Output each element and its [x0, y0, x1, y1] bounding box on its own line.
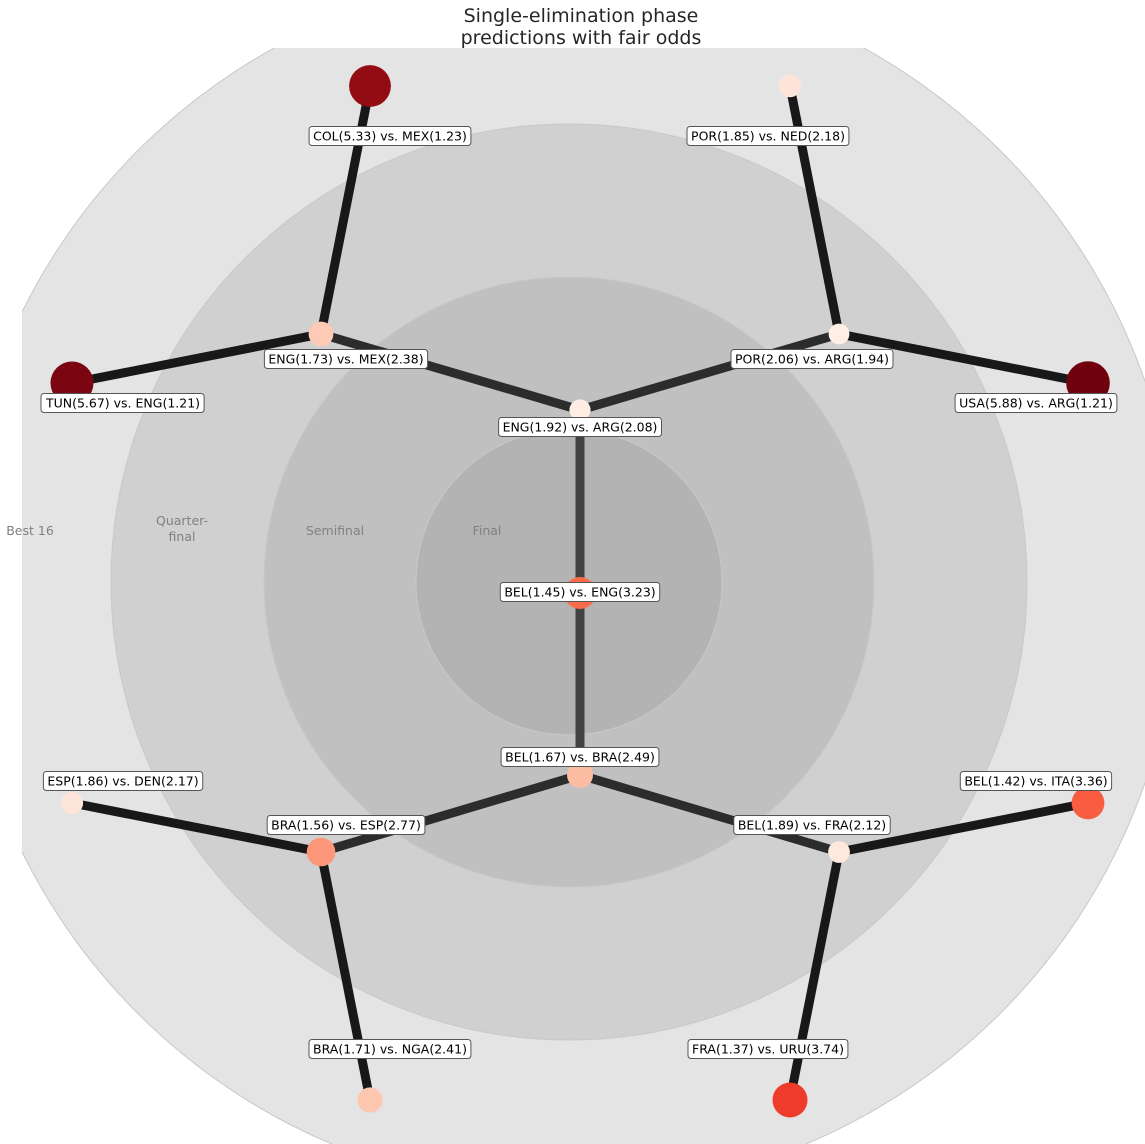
match-label-r16_8: FRA(1.37) vs. URU(3.74) — [687, 1039, 849, 1059]
match-label-box — [500, 747, 660, 767]
match-label-text: BEL(1.45) vs. ENG(3.23) — [504, 585, 655, 600]
match-label-box — [308, 126, 472, 146]
match-label-text: BEL(1.67) vs. BRA(2.49) — [505, 750, 655, 765]
edge-qf_bl-to-sf_bottom — [319, 770, 582, 857]
match-label-text: POR(2.06) vs. ARG(1.94) — [735, 352, 889, 367]
edge-qf_tl-to-sf_top — [319, 329, 582, 415]
match-label-r16_5: ESP(1.86) vs. DEN(2.17) — [42, 771, 204, 791]
match-label-box — [687, 1039, 849, 1059]
node-r16_3 — [778, 74, 802, 98]
match-labels: BEL(1.45) vs. ENG(3.23) ENG(1.92) vs. ARG… — [40, 126, 1118, 1059]
match-label-box — [40, 393, 205, 413]
match-label-box — [499, 582, 661, 602]
match-label-text: USA(5.88) vs. ARG(1.21) — [959, 396, 1113, 411]
node-qf_tl — [308, 321, 334, 347]
match-label-text: TUN(5.67) vs. ENG(1.21) — [45, 396, 200, 411]
match-label-sf_top: ENG(1.92) vs. ARG(2.08) — [498, 417, 662, 437]
match-label-text: POR(1.85) vs. NED(2.18) — [691, 129, 845, 144]
node-qf_bl — [306, 837, 336, 867]
node-qf_tr — [828, 323, 850, 345]
match-label-r16_3: POR(1.85) vs. NED(2.18) — [686, 126, 850, 146]
match-label-r16_7: BEL(1.42) vs. ITA(3.36) — [959, 771, 1113, 791]
match-label-box — [42, 771, 204, 791]
match-label-r16_1: COL(5.33) vs. MEX(1.23) — [308, 126, 472, 146]
match-label-text: ESP(1.86) vs. DEN(2.17) — [47, 774, 198, 789]
match-label-box — [498, 417, 662, 437]
edge-r16_5-to-qf_bl — [71, 798, 322, 857]
node-sf_bottom — [567, 762, 593, 788]
chart-title-line-2: predictions with fair odds — [461, 27, 702, 49]
match-label-final: BEL(1.45) vs. ENG(3.23) — [499, 582, 661, 602]
match-label-text: ENG(1.73) vs. MEX(2.38) — [268, 352, 423, 367]
node-r16_8 — [772, 1082, 808, 1118]
match-label-text: BRA(1.71) vs. NGA(2.41) — [313, 1042, 467, 1057]
match-label-text: BEL(1.89) vs. FRA(2.12) — [738, 818, 886, 833]
node-r16_5 — [60, 791, 84, 815]
ring-label-quarter-final: Quarter-final — [156, 513, 208, 544]
match-label-r16_4: USA(5.88) vs. ARG(1.21) — [954, 393, 1118, 413]
match-label-text: ENG(1.92) vs. ARG(2.08) — [503, 420, 658, 435]
match-label-box — [959, 771, 1113, 791]
node-r16_1 — [349, 65, 391, 107]
node-r16_6 — [357, 1087, 383, 1113]
match-label-box — [733, 815, 891, 835]
node-sf_top — [569, 399, 591, 421]
match-label-sf_bottom: BEL(1.67) vs. BRA(2.49) — [500, 747, 660, 767]
edge-qf_tr-to-sf_top — [578, 329, 841, 415]
match-label-text: COL(5.33) vs. MEX(1.23) — [313, 129, 467, 144]
ring-label-semifinal: Semifinal — [306, 523, 364, 538]
ring-label-final: Final — [473, 523, 502, 538]
match-label-box — [686, 126, 850, 146]
match-label-box — [730, 349, 894, 369]
round-labels: Best 16 Quarter-final Semifinal Final — [6, 513, 501, 544]
match-label-r16_2: TUN(5.67) vs. ENG(1.21) — [40, 393, 205, 413]
ring-label-best-16: Best 16 — [6, 523, 54, 538]
match-label-qf_tl: ENG(1.73) vs. MEX(2.38) — [263, 349, 429, 369]
match-label-qf_tr: POR(2.06) vs. ARG(1.94) — [730, 349, 894, 369]
match-label-box — [266, 815, 426, 835]
edge-qf_br-to-sf_bottom — [578, 770, 841, 857]
match-label-box — [263, 349, 429, 369]
match-label-qf_bl: BRA(1.56) vs. ESP(2.77) — [266, 815, 426, 835]
match-label-r16_6: BRA(1.71) vs. NGA(2.41) — [308, 1039, 472, 1059]
edge-r16_7-to-qf_br — [838, 798, 1089, 857]
match-label-text: FRA(1.37) vs. URU(3.74) — [692, 1042, 844, 1057]
chart-title-line-1: Single-elimination phase — [464, 5, 699, 27]
match-label-box — [954, 393, 1118, 413]
match-label-text: BEL(1.42) vs. ITA(3.36) — [964, 774, 1107, 789]
match-label-qf_br: BEL(1.89) vs. FRA(2.12) — [733, 815, 891, 835]
node-qf_br — [828, 841, 850, 863]
edge-r16_2-to-qf_tl — [71, 329, 322, 388]
node-r16_7 — [1071, 786, 1105, 820]
match-label-text: BRA(1.56) vs. ESP(2.77) — [271, 818, 421, 833]
edge-r16_4-to-qf_tr — [838, 329, 1089, 388]
match-label-box — [308, 1039, 472, 1059]
